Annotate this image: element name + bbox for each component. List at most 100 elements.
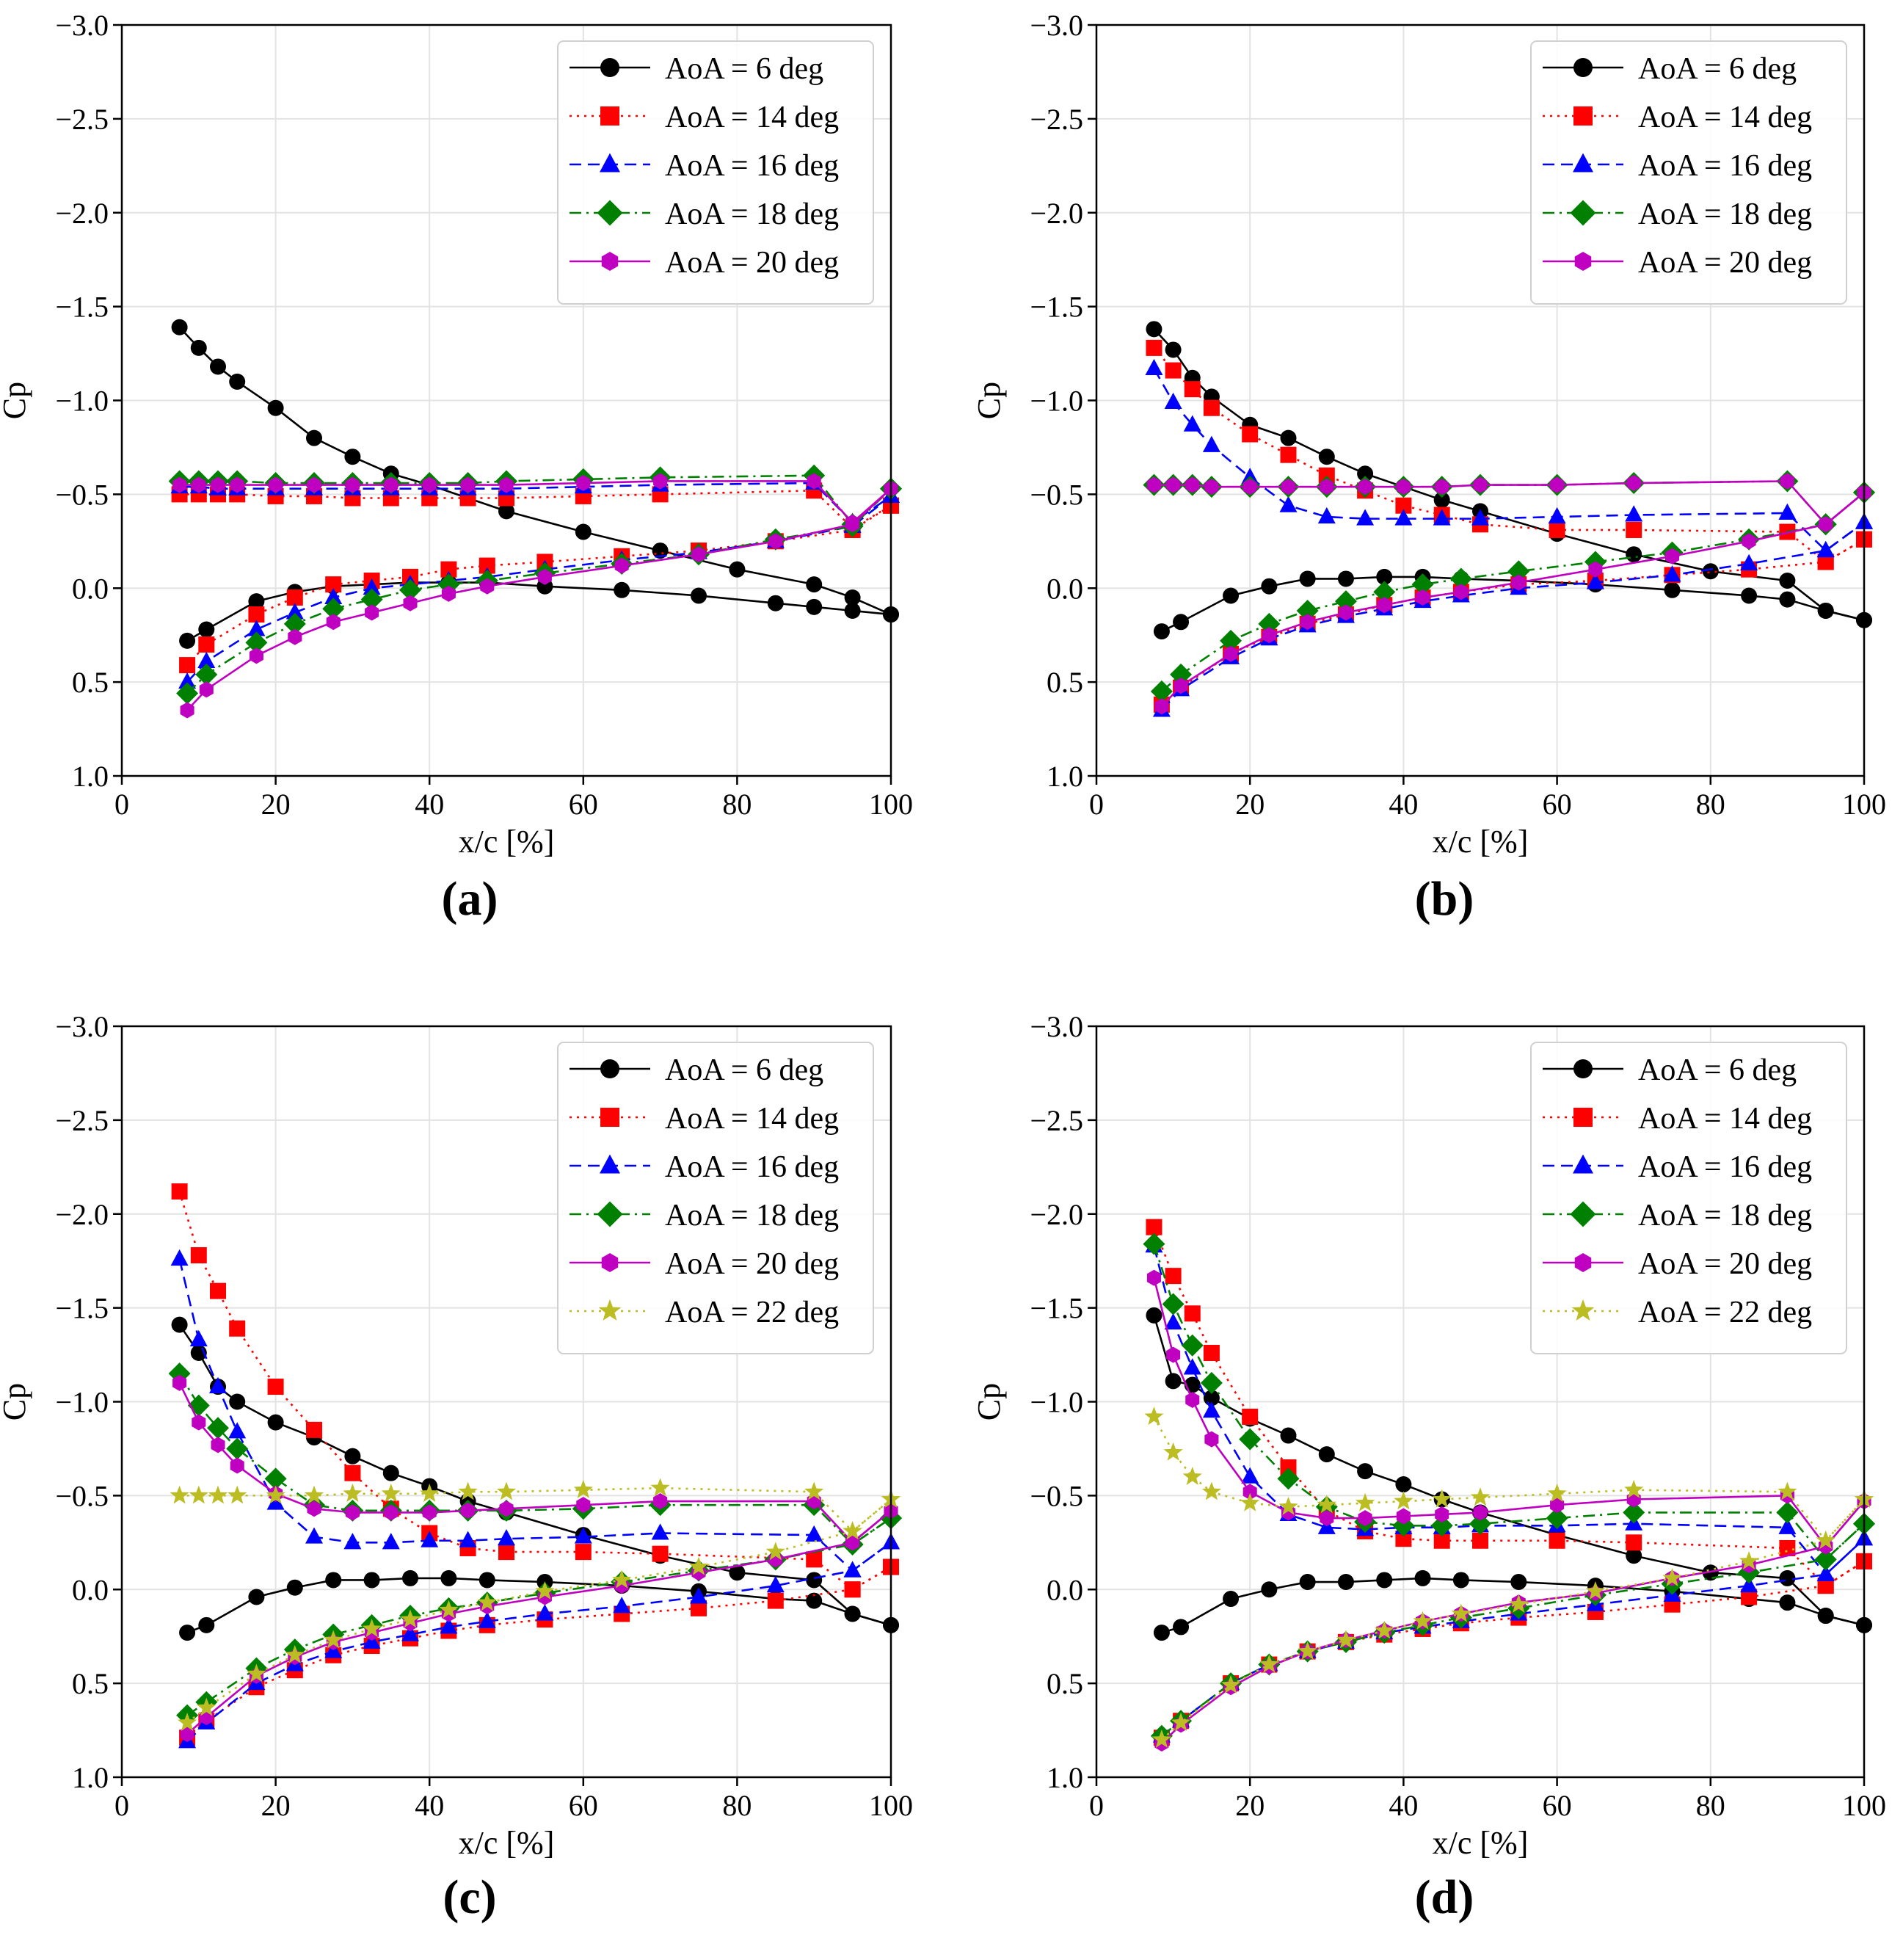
data-point [1144, 1407, 1164, 1426]
data-point [1242, 479, 1257, 496]
data-point [477, 1592, 497, 1611]
legend: AoA = 6 deg AoA = 14 deg AoA = 16 deg AoA =… [1530, 40, 1847, 305]
data-point [384, 476, 399, 493]
data-point [1435, 479, 1449, 496]
data-point [844, 602, 861, 619]
data-point [1296, 599, 1319, 622]
data-point [1625, 505, 1643, 522]
data-point [1377, 597, 1391, 614]
data-point [285, 1644, 305, 1663]
data-point [844, 589, 861, 606]
legend: AoA = 6 deg AoA = 14 deg AoA = 16 deg AoA =… [557, 1042, 874, 1354]
data-point [1740, 553, 1758, 571]
data-point [1317, 1495, 1336, 1514]
data-point [806, 598, 823, 615]
data-point [1170, 663, 1193, 686]
data-point [1339, 604, 1353, 621]
data-point [804, 1481, 824, 1500]
data-point [197, 1697, 217, 1716]
data-point [1280, 1459, 1297, 1476]
data-point [1473, 1504, 1488, 1521]
legend-marker [1573, 1059, 1593, 1078]
data-point [190, 339, 207, 356]
data-point [247, 620, 266, 636]
data-point [381, 1484, 401, 1502]
data-point [283, 612, 306, 635]
data-point [1510, 1574, 1527, 1591]
data-point [363, 1572, 380, 1589]
y-tick-label: 1.0 [72, 1761, 109, 1794]
panel-label: (b) [1415, 872, 1474, 926]
data-point [266, 1485, 285, 1504]
data-point [1154, 698, 1169, 715]
data-point [189, 1329, 208, 1347]
data-point [1473, 476, 1488, 493]
data-point [1223, 1591, 1240, 1608]
data-point [1151, 1729, 1172, 1749]
data-point [461, 476, 476, 493]
data-point [209, 1376, 227, 1394]
data-point [440, 1569, 457, 1586]
data-point [422, 1504, 437, 1521]
data-point [1281, 479, 1296, 496]
data-point [767, 1592, 784, 1609]
legend-marker [600, 106, 619, 126]
data-point [306, 1421, 322, 1438]
series-line-lower [1161, 491, 1865, 692]
x-axis-label: x/c [%] [1433, 824, 1529, 860]
data-point [536, 1604, 554, 1621]
y-axis-label: Cp [0, 382, 32, 419]
x-axis-label: x/c [%] [459, 1825, 555, 1861]
data-point [1174, 678, 1188, 694]
data-point [382, 1464, 399, 1481]
data-point [1663, 565, 1681, 582]
data-point [1146, 1307, 1162, 1324]
series-line-upper [1153, 328, 1865, 621]
legend-marker [597, 200, 623, 226]
data-point [1150, 680, 1173, 703]
data-point [189, 1485, 208, 1504]
legend-marker [601, 1253, 619, 1272]
data-point [1780, 473, 1794, 490]
data-point [1433, 492, 1450, 509]
y-tick-label: −2.5 [55, 1104, 109, 1137]
data-point [1626, 1534, 1642, 1551]
data-point [1819, 516, 1833, 533]
series-hexagon-5 [1146, 473, 1871, 715]
data-point [845, 1534, 860, 1551]
series-line-upper [179, 474, 892, 526]
data-point [1317, 507, 1336, 524]
data-point [1280, 429, 1297, 446]
data-point [1204, 1431, 1219, 1448]
data-point [1146, 1219, 1162, 1235]
data-point [306, 429, 322, 446]
data-point [653, 1493, 668, 1510]
data-point [1376, 1572, 1393, 1589]
data-point [211, 1437, 225, 1453]
data-point [479, 557, 495, 574]
data-point [1262, 627, 1276, 644]
data-point [1509, 1594, 1529, 1613]
legend-entry-label: AoA = 16 deg [1638, 149, 1812, 183]
data-point [401, 1625, 419, 1641]
data-point [422, 476, 437, 493]
data-point [1817, 602, 1834, 619]
data-point [1626, 475, 1641, 492]
data-point [1318, 449, 1335, 465]
x-tick-label: 0 [1089, 1789, 1104, 1822]
data-point [614, 557, 629, 574]
data-point [1395, 497, 1412, 514]
y-tick-label: −2.0 [55, 197, 109, 230]
data-point [1433, 1532, 1450, 1549]
data-point [690, 1587, 707, 1604]
data-point [269, 476, 283, 493]
data-point [1626, 521, 1642, 538]
legend-entry-label: AoA = 18 deg [1638, 1199, 1812, 1233]
data-point [211, 476, 225, 493]
y-tick-label: 0.5 [1047, 1667, 1083, 1700]
data-point [1280, 446, 1297, 463]
legend-entry-label: AoA = 16 deg [665, 1150, 839, 1184]
legend-marker [1574, 252, 1592, 271]
data-point [179, 657, 196, 674]
data-point [1239, 1428, 1262, 1451]
